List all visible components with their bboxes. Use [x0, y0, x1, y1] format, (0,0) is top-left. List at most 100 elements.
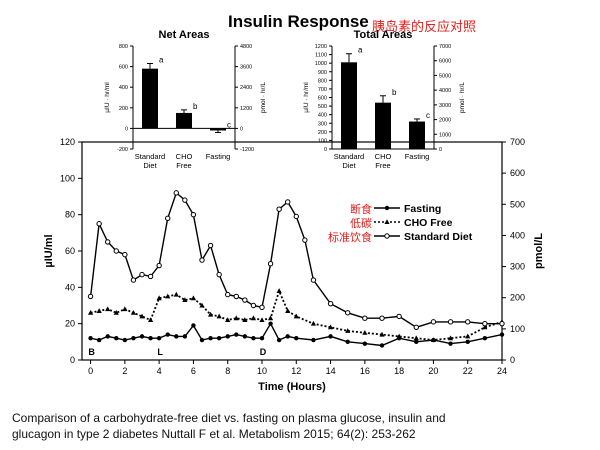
y-tick-label: 60	[65, 246, 75, 256]
data-point	[285, 308, 291, 313]
data-point	[268, 321, 273, 326]
data-point	[448, 341, 453, 346]
y2-tick-label: 1000	[439, 132, 451, 138]
data-point	[384, 219, 390, 224]
data-point	[345, 339, 350, 345]
data-point	[207, 311, 214, 317]
significance-letter: a	[358, 46, 363, 55]
y-tick-label: 0	[70, 355, 75, 365]
significance-letter: c	[426, 111, 430, 120]
data-point	[259, 336, 265, 341]
figure-caption: Comparison of a carbohydrate-free diet v…	[12, 410, 592, 442]
data-point	[174, 334, 179, 339]
bar-chart-title: Net Areas	[159, 29, 210, 41]
y-tick-label: 600	[119, 65, 128, 71]
y-tick-label: 120	[60, 137, 75, 147]
y2-tick-label: 1200	[240, 106, 252, 112]
category-label: Diet	[342, 161, 356, 170]
data-point	[96, 221, 102, 227]
data-point	[362, 341, 368, 346]
x-tick-label: 18	[394, 366, 404, 376]
bar	[210, 128, 226, 131]
data-point	[199, 302, 205, 308]
y2-tick-label: 500	[510, 199, 525, 209]
data-point	[465, 333, 471, 339]
y-tick-label: 1200	[315, 44, 327, 50]
y-axis-label: µIU · hr/ml	[104, 82, 111, 113]
data-point	[276, 337, 282, 343]
data-point	[105, 334, 110, 339]
y-tick-label: 800	[119, 44, 128, 50]
significance-letter: b	[193, 102, 198, 111]
data-point	[362, 329, 368, 335]
y-tick-label: 1000	[315, 61, 327, 67]
bar	[409, 121, 425, 149]
series-cho-free	[87, 288, 505, 343]
data-point	[156, 295, 162, 301]
data-point	[430, 319, 437, 325]
y2-axis-label: pmol/L	[533, 233, 545, 269]
x-tick-label: 20	[428, 366, 438, 376]
x-tick-label: 6	[191, 366, 196, 376]
y2-axis-label: pmol · hr/L	[260, 82, 267, 113]
y-axis-label: µIU · hr/ml	[303, 82, 310, 113]
series-line	[90, 322, 503, 347]
data-point	[191, 323, 196, 328]
data-point	[216, 336, 222, 341]
data-point	[182, 334, 188, 339]
data-point	[379, 315, 385, 321]
data-point	[105, 306, 111, 312]
data-point	[173, 291, 179, 297]
data-point	[96, 308, 102, 313]
data-point	[328, 334, 333, 339]
data-point	[250, 315, 257, 321]
y2-tick-label: 0	[240, 126, 243, 132]
data-point	[208, 336, 213, 341]
data-point	[114, 336, 119, 341]
data-point	[379, 343, 385, 348]
data-point	[147, 317, 154, 323]
bar-chart-title: Total Areas	[354, 29, 413, 41]
annotation-cn: 低碳	[350, 216, 372, 230]
meal-marker: L	[157, 347, 163, 357]
data-point	[302, 237, 308, 243]
bar	[375, 102, 391, 149]
y-tick-label: 0	[324, 147, 327, 153]
data-point	[216, 313, 222, 319]
data-point	[148, 336, 153, 341]
y-tick-label: 800	[318, 78, 327, 84]
category-label: Free	[375, 161, 390, 170]
y2-tick-label: -1200	[240, 147, 254, 153]
data-point	[156, 262, 162, 269]
y-tick-label: 300	[318, 121, 327, 127]
meal-marker: B	[88, 347, 95, 357]
y2-axis-label: pmol · hr/L	[459, 82, 466, 113]
y2-tick-label: 7000	[439, 44, 451, 50]
data-point	[87, 293, 94, 300]
x-tick-label: 10	[257, 366, 267, 376]
category-label: CHO	[375, 152, 392, 161]
chart-title: Insulin Response 胰岛素的反应对照	[0, 6, 600, 35]
data-point	[122, 251, 128, 258]
data-point	[379, 331, 385, 337]
y-tick-label: 0	[125, 126, 128, 132]
data-point	[310, 277, 317, 283]
data-point	[345, 328, 351, 333]
data-point	[310, 320, 317, 326]
data-point	[165, 293, 171, 299]
data-point	[225, 291, 231, 298]
y-tick-label: 200	[318, 130, 327, 136]
x-tick-label: 4	[157, 366, 162, 376]
data-point	[234, 332, 239, 337]
y2-tick-label: 100	[510, 324, 525, 334]
y2-tick-label: 4000	[439, 88, 451, 94]
x-tick-label: 2	[122, 366, 127, 376]
y-tick-label: 40	[65, 282, 75, 292]
data-point	[130, 309, 137, 315]
y-tick-label: 400	[318, 113, 327, 119]
data-point	[276, 206, 282, 212]
data-point	[88, 336, 93, 341]
x-tick-label: 24	[497, 366, 507, 376]
category-label: CHO	[176, 152, 193, 161]
x-tick-label: 16	[360, 366, 370, 376]
